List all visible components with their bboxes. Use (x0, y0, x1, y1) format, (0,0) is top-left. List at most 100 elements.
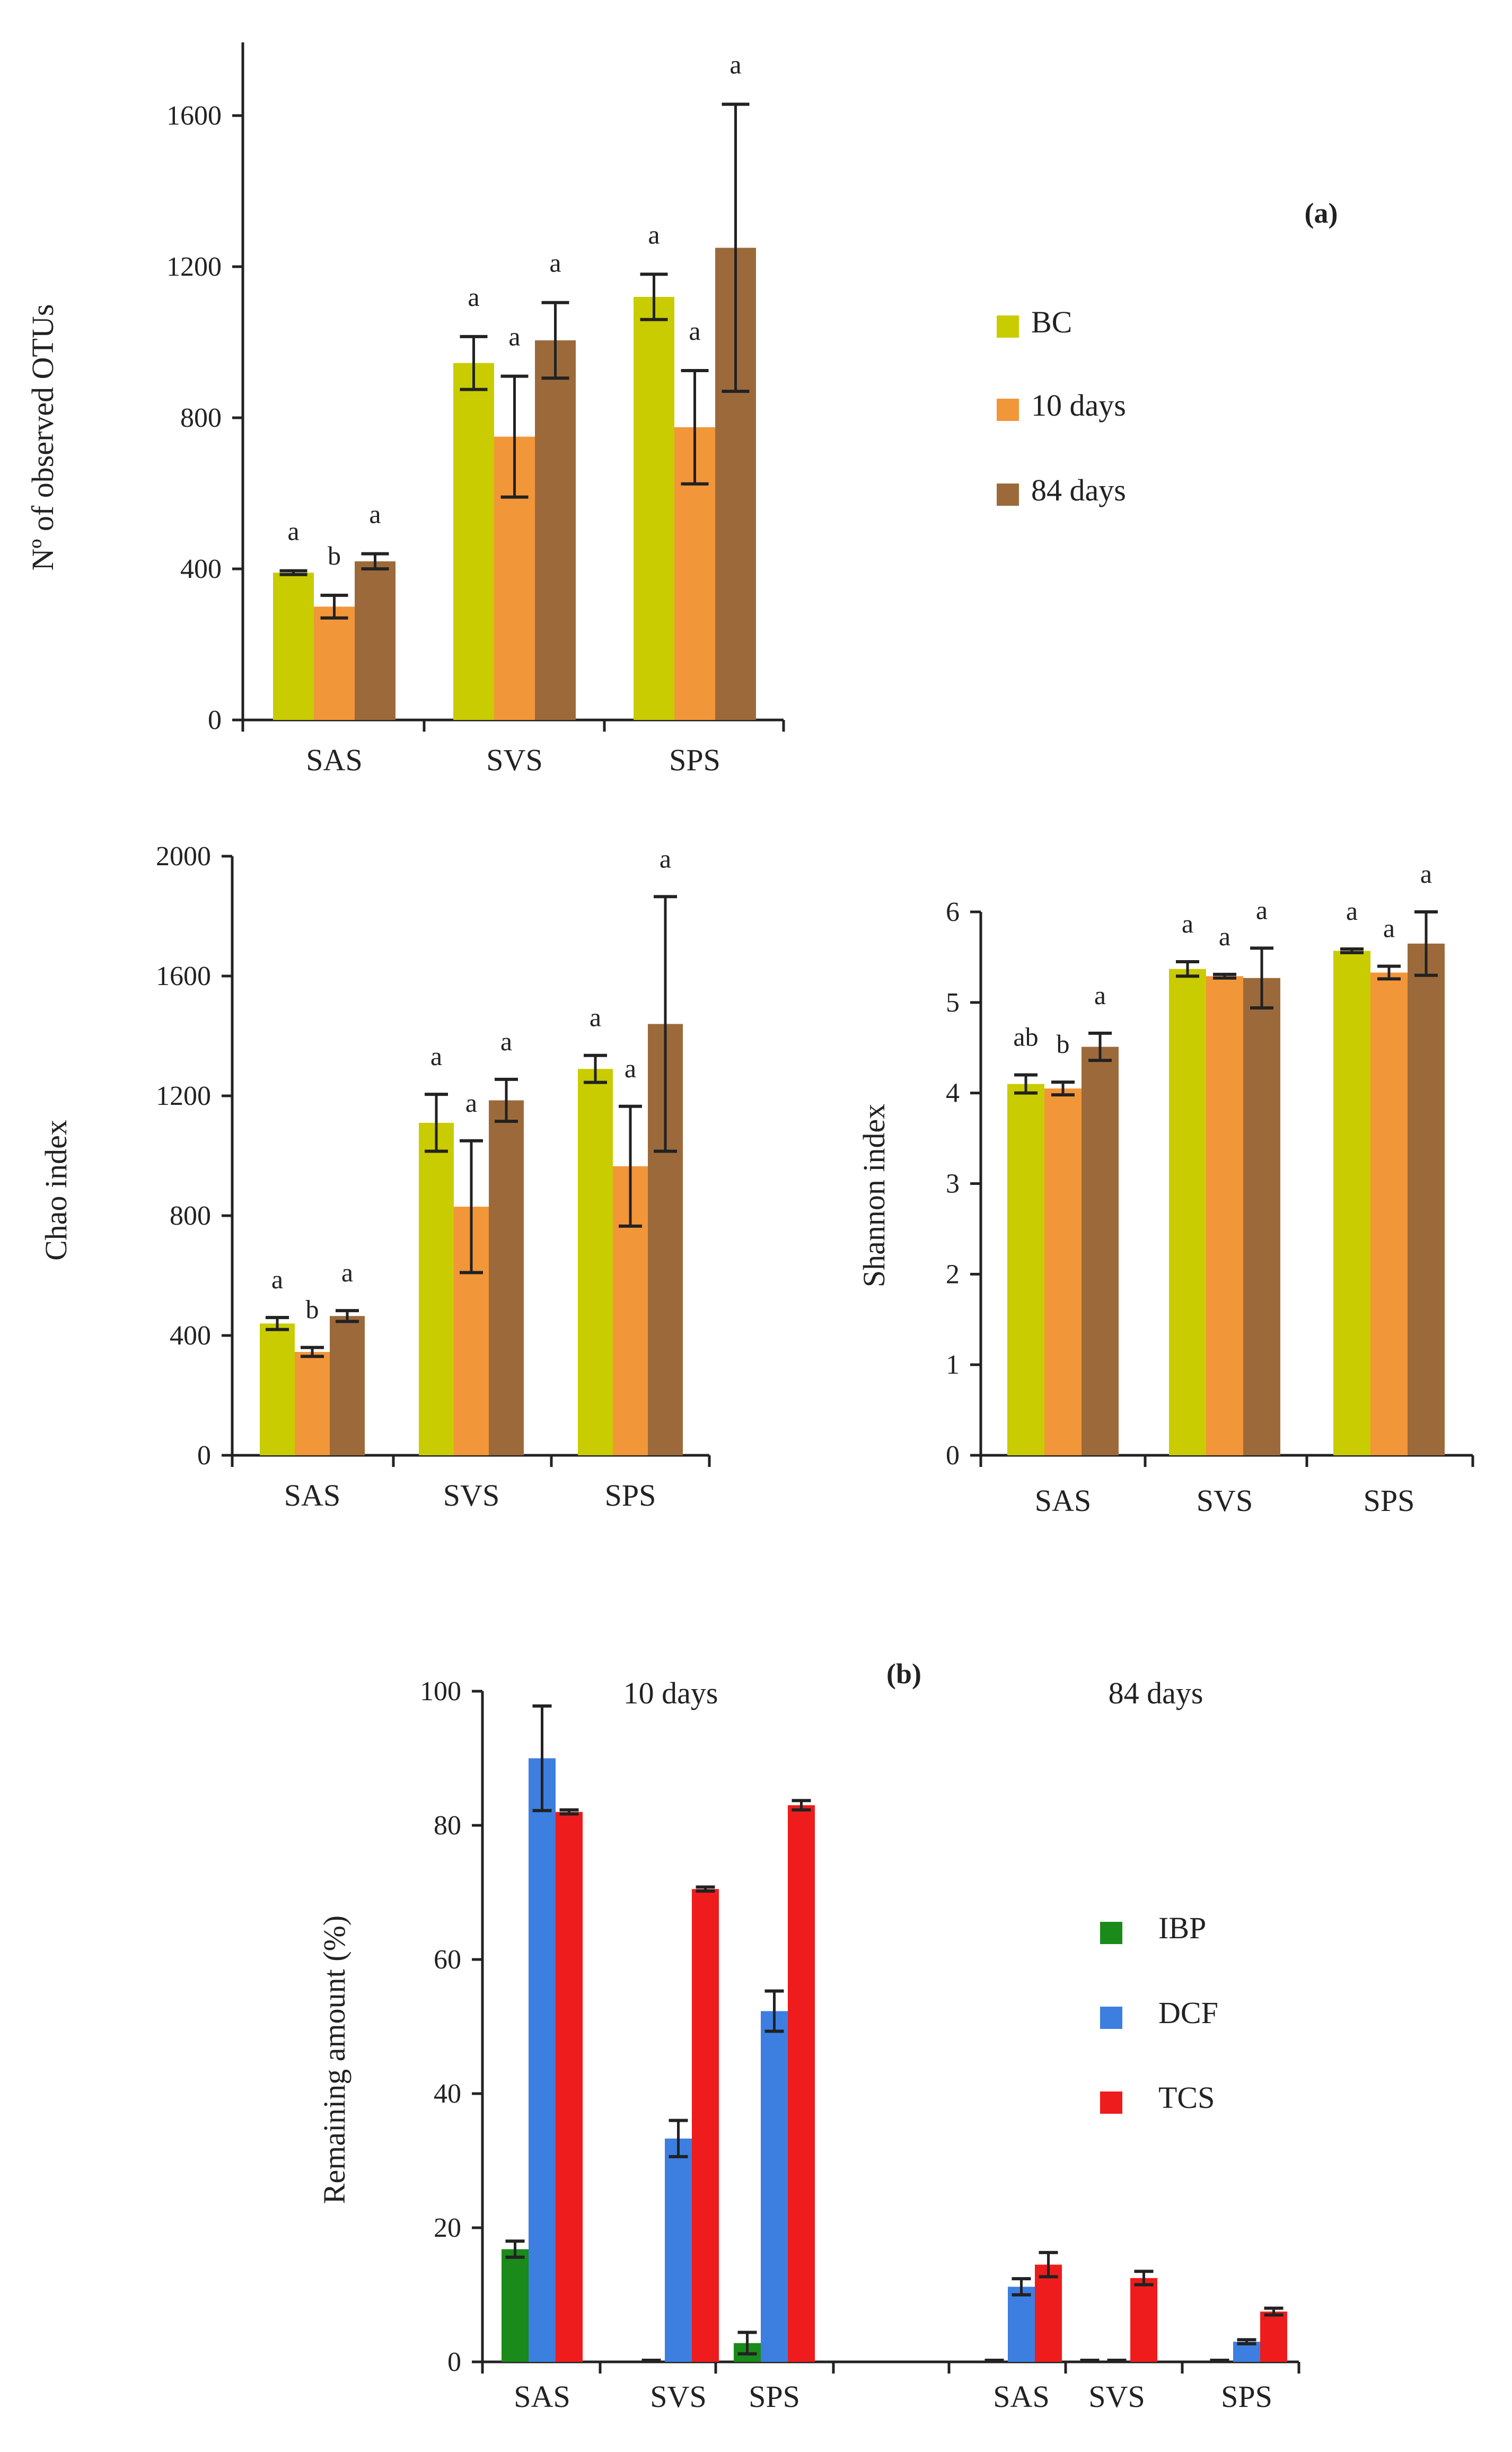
legend-item-dcf: DCF (1100, 1996, 1218, 2030)
otus-bar-84-days-svs (535, 340, 576, 720)
chao-significance-letter: a (271, 1264, 283, 1294)
shannon-significance-letter: b (1057, 1029, 1070, 1059)
remaining-bar-dcf-sps (761, 2011, 788, 2362)
otus-significance-letter: b (328, 541, 341, 570)
otus-bar-bc-sps (634, 297, 674, 720)
chao-significance-letter: a (341, 1258, 353, 1287)
shannon-category-label-svs: SVS (1197, 1483, 1253, 1518)
otus-bar-bc-sas (273, 573, 314, 720)
shannon-category-label-sas: SAS (1035, 1483, 1091, 1518)
otus-y-tick-label: 1200 (166, 252, 222, 282)
shannon-bar-bc-sps (1333, 951, 1370, 1455)
chao-significance-letter: b (306, 1295, 319, 1324)
remaining-bar-tcs-svs (1130, 2278, 1157, 2362)
shannon-bar-10-days-svs (1206, 976, 1243, 1455)
remaining-bar-tcs-sas (1035, 2264, 1062, 2362)
shannon-significance-letter: a (1256, 895, 1268, 925)
chao-bar-bc-sas (260, 1323, 295, 1455)
shannon-bar-10-days-sps (1370, 972, 1408, 1455)
otus-category-label-sas: SAS (306, 743, 362, 777)
panel-label-b: (b) (886, 1658, 921, 1690)
shannon-significance-letter: a (1094, 980, 1106, 1010)
legend-item-84-days: 84 days (997, 473, 1126, 507)
chao-y-tick-label: 400 (170, 1321, 211, 1351)
shannon-significance-letter: ab (1013, 1022, 1038, 1052)
otus-y-tick-label: 0 (208, 705, 222, 735)
legend-item-ibp: IBP (1100, 1911, 1206, 1945)
legend-label-dcf: DCF (1158, 1996, 1218, 2030)
chart-remaining-amount: Remaining amount (%) (b) 10 days 84 days… (317, 1658, 1300, 2414)
chao-significance-letter: a (465, 1088, 477, 1118)
otus-significance-letter: a (648, 219, 660, 249)
remaining-bar-tcs-svs (692, 1889, 719, 2362)
otus-y-axis-label: Nº of observed OTUs (25, 304, 60, 571)
shannon-significance-letter: a (1219, 921, 1230, 951)
chao-y-tick-label: 0 (197, 1440, 211, 1471)
otus-significance-letter: a (369, 499, 381, 529)
chao-bar-84-days-sas (330, 1316, 365, 1455)
chao-bar-84-days-svs (489, 1100, 524, 1455)
shannon-significance-letter: a (1346, 896, 1358, 926)
otus-category-label-sps: SPS (669, 743, 720, 777)
remaining-bar-ibp-sas (502, 2249, 529, 2362)
remaining-bar-tcs-sas (556, 1812, 583, 2362)
remaining-bar-dcf-sas (1008, 2287, 1035, 2362)
remaining-bar-dcf-svs (665, 2138, 692, 2362)
otus-significance-letter: a (729, 50, 741, 80)
remaining-y-tick-label: 60 (434, 1945, 461, 1975)
chao-y-tick-label: 2000 (156, 841, 211, 872)
shannon-y-tick-label: 1 (946, 1350, 960, 1380)
shannon-bar-84-days-sas (1082, 1047, 1119, 1455)
otus-significance-letter: a (689, 316, 700, 346)
chao-category-label-svs: SVS (443, 1478, 499, 1513)
legend-label-tcs: TCS (1158, 2080, 1215, 2115)
shannon-significance-letter: a (1182, 909, 1193, 938)
legend-label-bc: BC (1031, 305, 1072, 339)
shannon-y-tick-label: 2 (946, 1259, 960, 1289)
remaining-y-axis-label: Remaining amount (%) (317, 1915, 351, 2204)
shannon-bar-84-days-sps (1408, 943, 1445, 1455)
group-title-84-days: 84 days (1109, 1676, 1203, 1710)
legend-item-10-days: 10 days (997, 388, 1126, 423)
remaining-bar-dcf-sas (529, 1758, 556, 2362)
otus-significance-letter: a (287, 516, 299, 546)
shannon-y-tick-label: 6 (946, 897, 960, 927)
legend-label-ibp: IBP (1158, 1911, 1206, 1945)
chao-bar-bc-sps (578, 1069, 613, 1455)
chao-significance-letter: a (500, 1026, 512, 1056)
remaining-category-label-sps: SPS (1221, 2379, 1272, 2414)
remaining-category-label-svs: SVS (1088, 2379, 1145, 2414)
panel-label-a: (a) (1305, 197, 1338, 229)
chart-observed-otus: Nº of observed OTUs (a) BC 10 days 84 da… (25, 42, 1338, 777)
chart-chao-index: Chao index 0 400 800 1200 1600 2000 SAS SVS SPS a… (39, 841, 711, 1513)
legend-label-84-days: 84 days (1031, 473, 1126, 507)
otus-bar-bc-svs (453, 363, 494, 720)
legend-swatch-84-days (997, 484, 1019, 506)
legend-swatch-dcf (1100, 2007, 1122, 2029)
shannon-y-tick-label: 3 (946, 1169, 960, 1199)
shannon-y-axis-label: Shannon index (857, 1104, 891, 1287)
legend-swatch-10-days (997, 399, 1019, 421)
shannon-bar-84-days-svs (1243, 978, 1280, 1455)
group-title-10-days: 10 days (623, 1676, 718, 1710)
otus-significance-letter: a (508, 322, 520, 351)
shannon-bar-bc-svs (1169, 969, 1206, 1455)
remaining-y-tick-label: 100 (420, 1676, 461, 1707)
shannon-bar-10-days-sas (1044, 1088, 1082, 1455)
remaining-category-label-svs: SVS (650, 2379, 706, 2414)
otus-legend: BC 10 days 84 days (997, 305, 1126, 507)
otus-bar-84-days-sas (355, 561, 395, 720)
remaining-category-label-sas: SAS (993, 2379, 1049, 2414)
shannon-bar-bc-sas (1007, 1084, 1044, 1455)
otus-significance-letter: a (468, 282, 479, 312)
chao-y-axis-label: Chao index (39, 1120, 73, 1261)
otus-y-tick-label: 1600 (166, 101, 222, 131)
chao-y-tick-label: 800 (170, 1201, 211, 1231)
chao-y-tick-label: 1600 (156, 961, 211, 991)
remaining-legend: IBP DCF TCS (1100, 1911, 1218, 2115)
chao-bar-bc-svs (419, 1122, 454, 1455)
legend-item-bc: BC (997, 305, 1072, 339)
chao-category-label-sas: SAS (284, 1478, 340, 1513)
legend-swatch-ibp (1100, 1922, 1122, 1944)
legend-swatch-bc (997, 315, 1019, 338)
